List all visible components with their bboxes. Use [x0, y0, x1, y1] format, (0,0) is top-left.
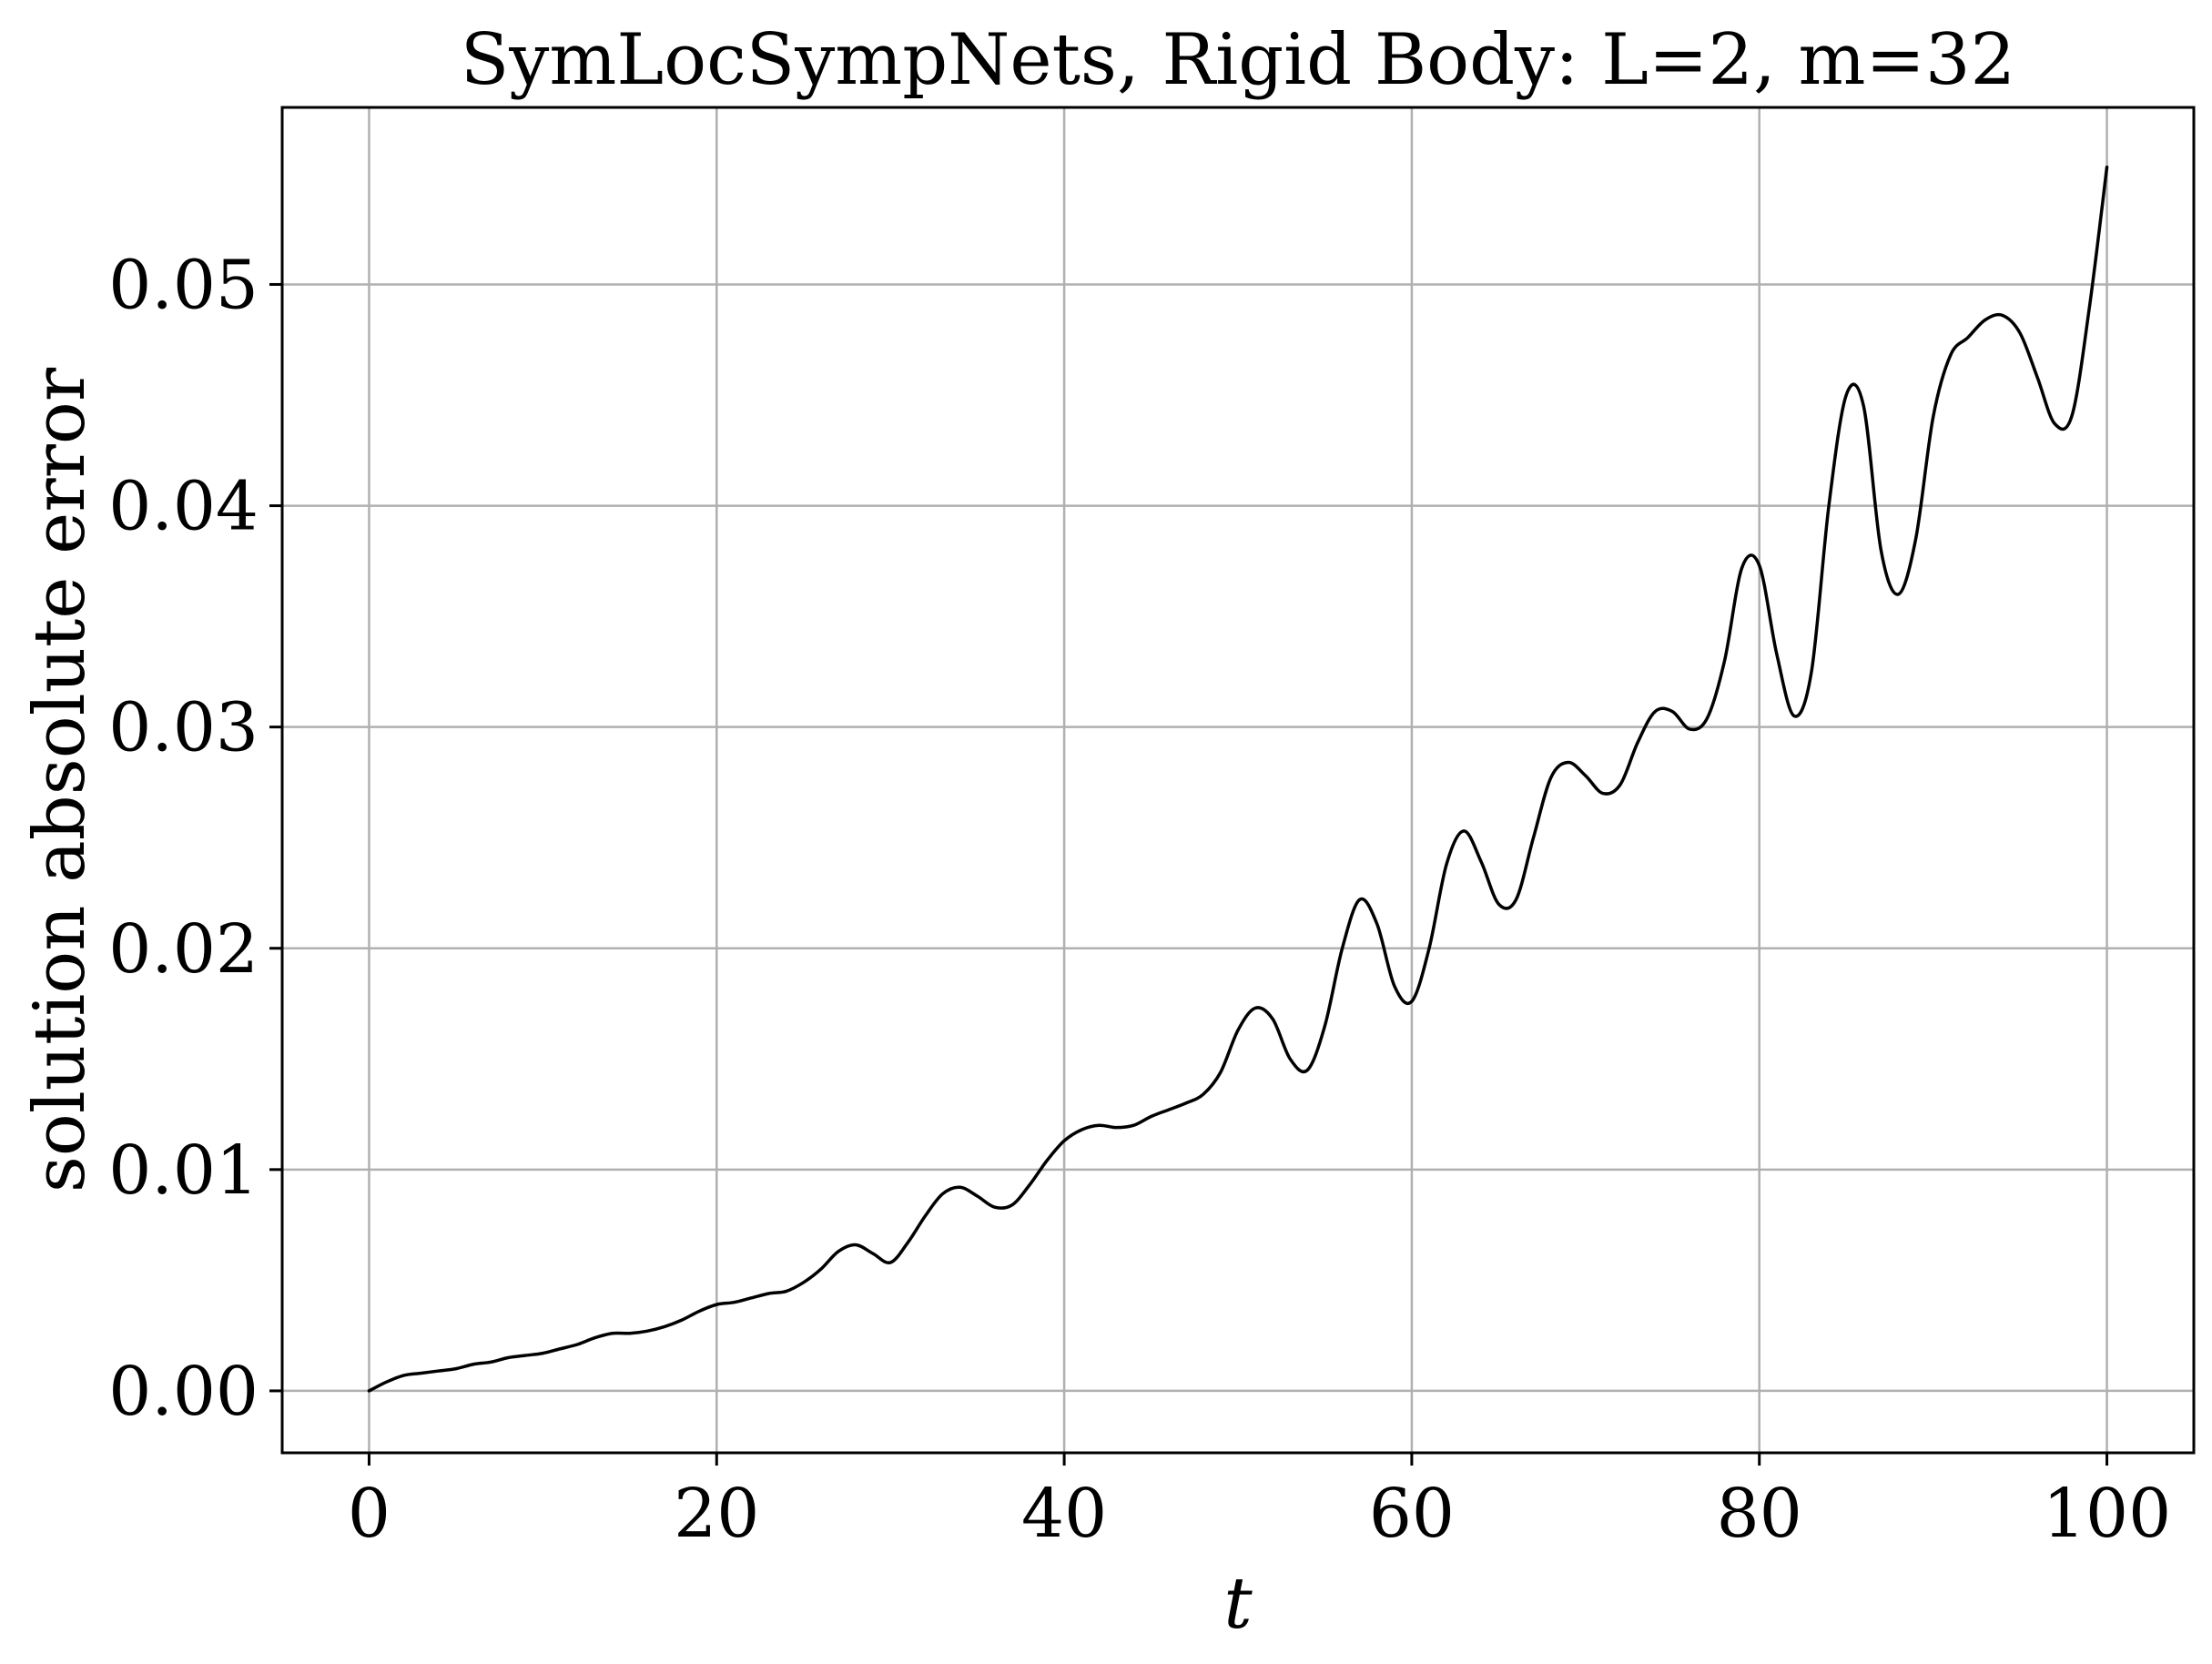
y-axis-label: solution absolute error: [19, 367, 101, 1192]
plot-frame: [280, 106, 2196, 1455]
x-tick-label: 80: [1717, 1475, 1802, 1553]
x-tick-label: 100: [2043, 1475, 2171, 1553]
y-tick-label: 0.05: [108, 246, 259, 324]
y-tick-label: 0.02: [108, 910, 259, 989]
y-tick-label: 0.04: [108, 468, 259, 546]
x-axis-label: t: [1223, 1563, 1253, 1645]
x-tick-label: 40: [1021, 1475, 1107, 1553]
tick-layer: 0 20 40 60 80 100 0.00 0.01 0.02 0.03 0.04 0.05: [108, 246, 2171, 1553]
series-line-0: [367, 165, 2109, 1393]
y-tick-label: 0.01: [108, 1131, 259, 1210]
x-tick-label: 0: [348, 1475, 391, 1553]
chart-title: SymLocSympNets, Rigid Body: L=2, m=32: [461, 19, 2015, 101]
x-tick-label: 60: [1369, 1475, 1455, 1553]
y-tick-label: 0.00: [108, 1353, 259, 1431]
series-layer: [367, 165, 2109, 1393]
y-tick-label: 0.03: [108, 689, 259, 767]
x-tick-label: 20: [674, 1475, 759, 1553]
grid-layer: [282, 107, 2194, 1453]
